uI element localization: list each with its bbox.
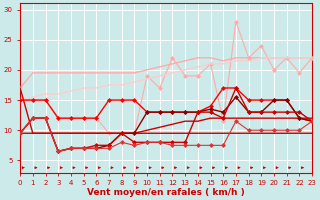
X-axis label: Vent moyen/en rafales ( km/h ): Vent moyen/en rafales ( km/h ): [87, 188, 245, 197]
